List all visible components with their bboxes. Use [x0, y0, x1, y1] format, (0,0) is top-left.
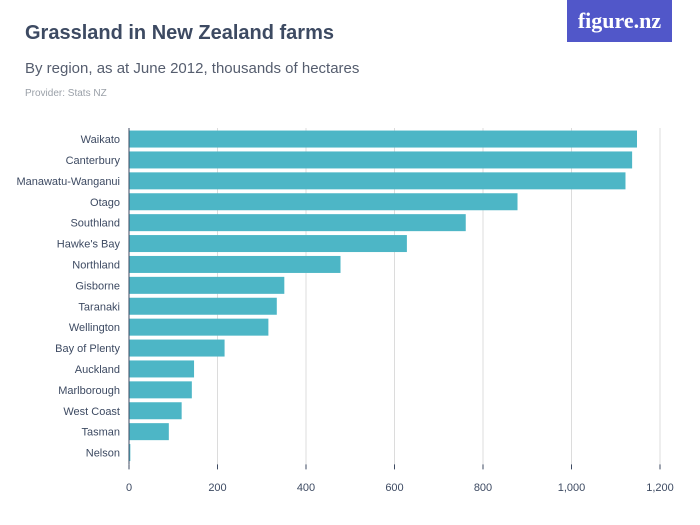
- bar[interactable]: [129, 339, 225, 357]
- bar[interactable]: [129, 318, 269, 336]
- bar[interactable]: [129, 402, 182, 420]
- category-label: Canterbury: [66, 155, 121, 167]
- figure-nz-logo[interactable]: figure.nz: [567, 0, 672, 42]
- bar[interactable]: [129, 276, 285, 294]
- category-label: Tasman: [81, 427, 120, 439]
- category-label: Marlborough: [58, 385, 120, 397]
- category-label: Hawke's Bay: [57, 239, 121, 251]
- category-label: West Coast: [63, 406, 120, 418]
- bar[interactable]: [129, 214, 466, 232]
- bar[interactable]: [129, 151, 633, 169]
- category-label: Nelson: [86, 448, 120, 460]
- bar[interactable]: [129, 297, 277, 315]
- bar[interactable]: [129, 255, 341, 273]
- category-label: Taranaki: [78, 301, 120, 313]
- category-label: Bay of Plenty: [55, 343, 120, 355]
- chart-subtitle: By region, as at June 2012, thousands of…: [25, 60, 360, 77]
- bar[interactable]: [129, 193, 518, 211]
- category-label: Southland: [70, 218, 120, 230]
- bar[interactable]: [129, 235, 407, 253]
- category-label: Gisborne: [75, 280, 120, 292]
- bar[interactable]: [129, 360, 195, 378]
- bar[interactable]: [129, 381, 192, 399]
- category-label: Wellington: [69, 322, 120, 334]
- bar[interactable]: [129, 172, 626, 190]
- chart-title: Grassland in New Zealand farms: [25, 22, 334, 44]
- bar[interactable]: [129, 130, 637, 148]
- bar[interactable]: [129, 444, 131, 462]
- category-label: Auckland: [75, 364, 120, 376]
- category-label: Manawatu-Wanganui: [16, 176, 120, 188]
- x-tick-label: 0: [126, 482, 132, 494]
- x-tick-label: 600: [385, 482, 403, 494]
- category-label: Northland: [72, 259, 120, 271]
- data-provider: Provider: Stats NZ: [25, 88, 107, 99]
- x-tick-label: 1,200: [646, 482, 674, 494]
- bar[interactable]: [129, 423, 169, 441]
- x-tick-label: 400: [297, 482, 315, 494]
- x-tick-label: 1,000: [558, 482, 586, 494]
- category-label: Waikato: [81, 134, 120, 146]
- category-label: Otago: [90, 197, 120, 209]
- x-tick-label: 800: [474, 482, 492, 494]
- x-tick-label: 200: [208, 482, 226, 494]
